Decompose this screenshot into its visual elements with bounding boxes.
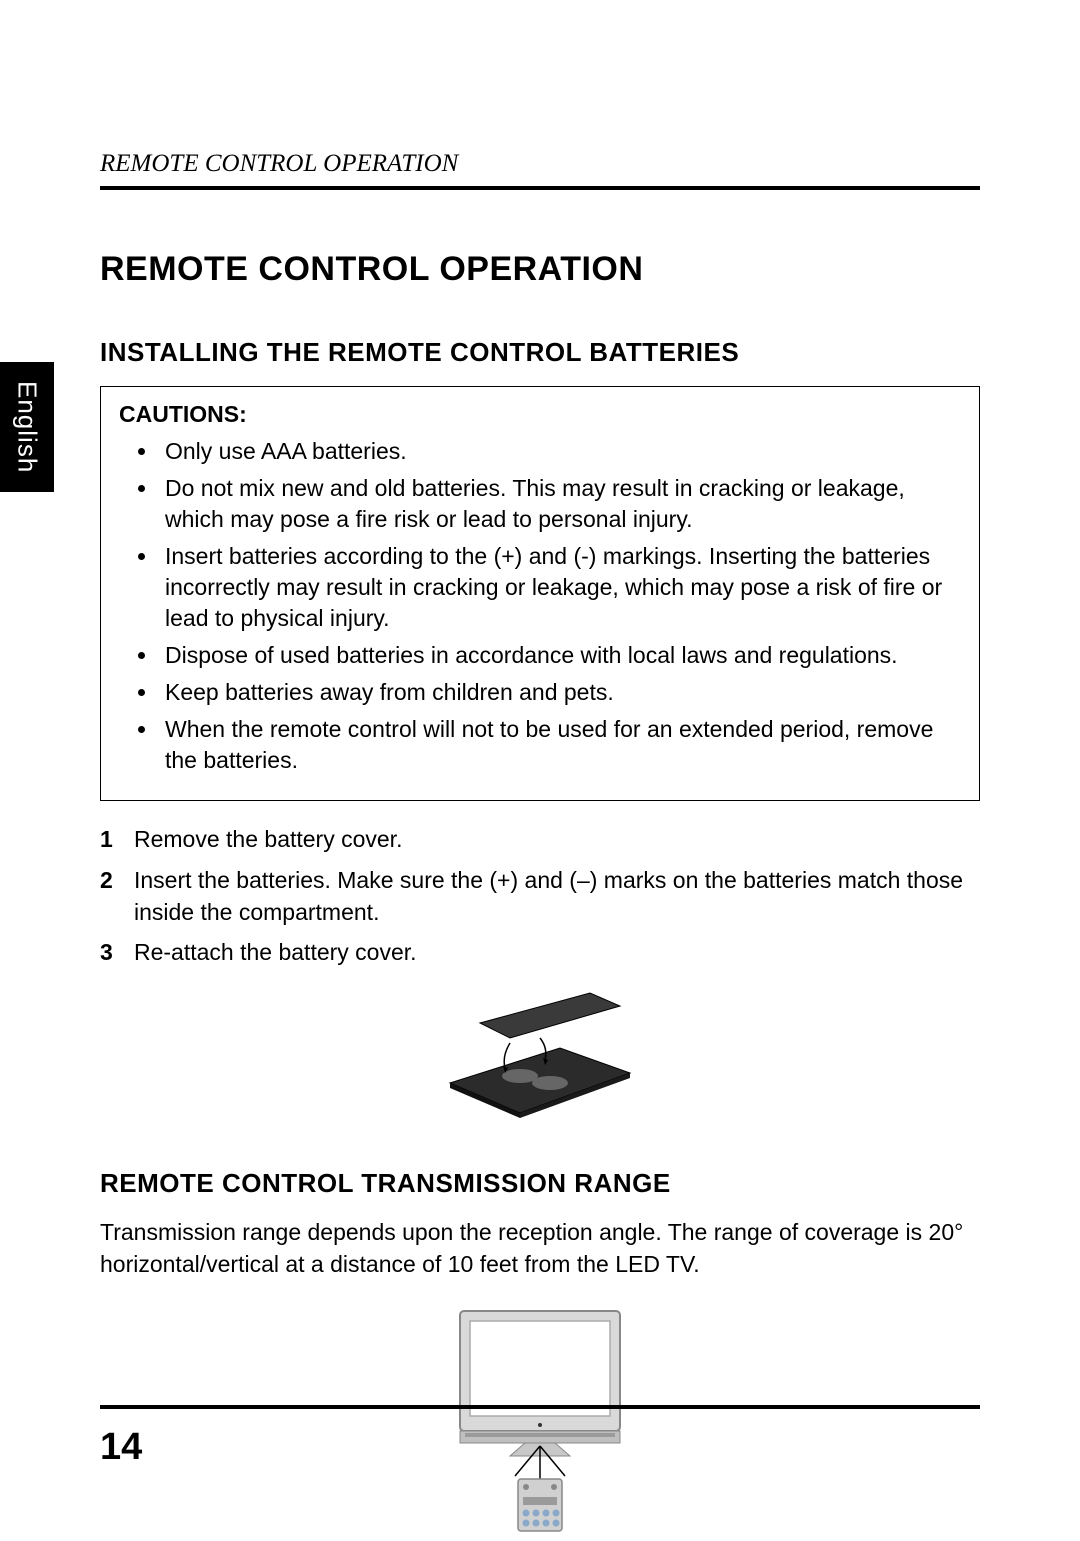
section2-body: Transmission range depends upon the rece… xyxy=(100,1217,980,1280)
step-row: 1 Remove the battery cover. xyxy=(100,823,980,855)
step-text: Remove the battery cover. xyxy=(134,823,980,855)
language-tab: English xyxy=(0,362,54,492)
list-item: Insert batteries according to the (+) an… xyxy=(159,541,961,634)
bottom-rule xyxy=(100,1405,980,1409)
running-head: REMOTE CONTROL OPERATION xyxy=(100,150,980,178)
list-item: Do not mix new and old batteries. This m… xyxy=(159,473,961,535)
install-steps: 1 Remove the battery cover. 2 Insert the… xyxy=(100,823,980,968)
page-title: REMOTE CONTROL OPERATION xyxy=(100,250,980,289)
step-number: 1 xyxy=(100,823,134,855)
battery-compartment-icon xyxy=(440,988,640,1118)
list-item: Keep batteries away from children and pe… xyxy=(159,677,961,708)
section1-title: INSTALLING THE REMOTE CONTROL BATTERIES xyxy=(100,337,980,368)
list-item: Only use AAA batteries. xyxy=(159,436,961,467)
cautions-box: CAUTIONS: Only use AAA batteries. Do not… xyxy=(100,386,980,801)
language-tab-label: English xyxy=(12,381,43,473)
section2-title: REMOTE CONTROL TRANSMISSION RANGE xyxy=(100,1168,980,1199)
step-row: 3 Re-attach the battery cover. xyxy=(100,936,980,968)
step-row: 2 Insert the batteries. Make sure the (+… xyxy=(100,864,980,928)
cautions-colon: : xyxy=(239,401,247,427)
list-item: When the remote control will not to be u… xyxy=(159,714,961,776)
list-item: Dispose of used batteries in accordance … xyxy=(159,640,961,671)
step-number: 3 xyxy=(100,936,134,968)
cautions-heading: CAUTIONS: xyxy=(119,401,961,428)
step-number: 2 xyxy=(100,864,134,928)
cautions-list: Only use AAA batteries. Do not mix new a… xyxy=(119,436,961,776)
cautions-label: CAUTIONS xyxy=(119,401,239,427)
page-number: 14 xyxy=(100,1426,142,1469)
step-text: Re-attach the battery cover. xyxy=(134,936,980,968)
manual-page: English REMOTE CONTROL OPERATION REMOTE … xyxy=(0,0,1080,1529)
battery-diagram xyxy=(100,988,980,1118)
tv-remote-range-icon xyxy=(430,1301,650,1541)
top-rule xyxy=(100,186,980,190)
transmission-diagram xyxy=(100,1301,980,1541)
step-text: Insert the batteries. Make sure the (+) … xyxy=(134,864,980,928)
